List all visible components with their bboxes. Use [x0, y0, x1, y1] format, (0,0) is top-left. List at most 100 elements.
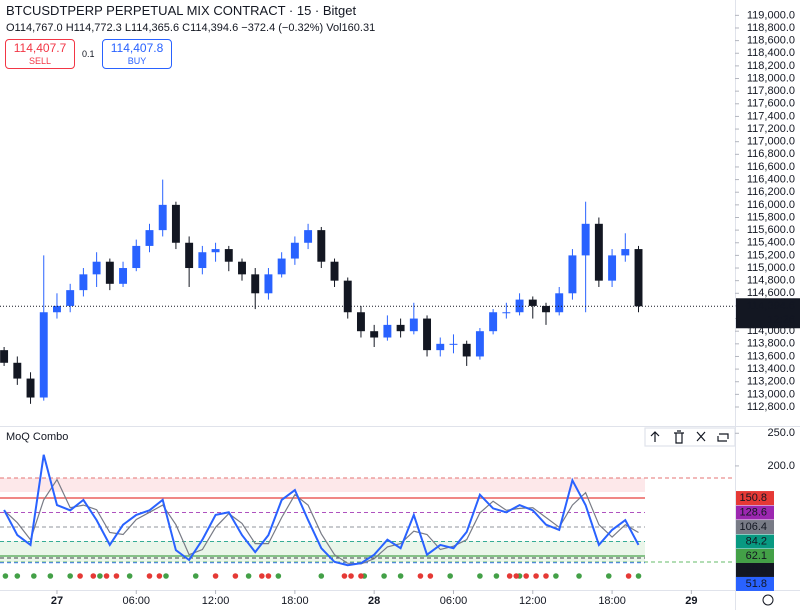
x-tick-label: 12:00 — [519, 595, 547, 607]
overbought-zone — [0, 478, 645, 492]
sell-signal — [348, 573, 354, 579]
y-tick-label: 119,000.0 — [747, 9, 795, 21]
candle-body — [39, 312, 48, 398]
candle-body — [383, 324, 392, 338]
candle-body — [13, 362, 22, 379]
buy-label: BUY — [127, 56, 147, 66]
sell-signal — [358, 573, 364, 579]
candle-body — [568, 255, 577, 294]
sell-signal — [625, 573, 632, 579]
y-tick-label: 117,600.0 — [747, 98, 795, 110]
candle-body — [423, 318, 432, 351]
sell-signal — [417, 573, 424, 579]
candle-body — [238, 261, 246, 275]
x-tick-label: 18:00 — [598, 595, 626, 607]
candle-body — [0, 350, 9, 363]
candle-body — [224, 249, 233, 262]
candle-body — [145, 230, 154, 246]
y-tick-label: 113,200.0 — [747, 376, 795, 388]
y-tick-label: 118,800.0 — [747, 22, 795, 34]
sell-signal — [259, 573, 265, 579]
y-tick-label: 114,600.0 — [747, 287, 795, 299]
x-tick-label: 12:00 — [202, 595, 230, 607]
y-tick-label: 113,800.0 — [747, 338, 795, 350]
sell-signal — [212, 573, 219, 579]
candle-body — [370, 331, 379, 338]
level-label: 128.6 — [739, 506, 767, 518]
last-price-box — [736, 298, 800, 329]
candle-body — [489, 312, 498, 332]
sell-signal — [513, 573, 520, 579]
buy-signal — [397, 573, 404, 579]
sell-button[interactable]: 114,407.7 SELL — [5, 39, 75, 69]
y-tick-label: 116,800.0 — [747, 148, 795, 160]
sell-signal — [77, 573, 83, 579]
candle-body — [621, 249, 630, 256]
buy-signal — [318, 573, 325, 579]
y-tick-label: 116,000.0 — [747, 199, 795, 211]
ohlc-readout: O114,767.0 H114,772.3 L114,365.6 C114,39… — [6, 22, 376, 34]
buy-signal — [553, 573, 559, 579]
candle-body — [449, 343, 458, 345]
y-tick-label: 250.0 — [767, 427, 795, 439]
level-box — [736, 534, 774, 549]
candle-body — [475, 331, 484, 357]
buy-price: 114,407.8 — [110, 41, 164, 55]
buy-signal — [14, 573, 21, 579]
buy-signal — [635, 573, 642, 579]
candle-body — [251, 274, 260, 294]
level-label: 51.8 — [746, 578, 767, 590]
indicator-title: MoQ Combo — [6, 431, 68, 443]
candle-body — [66, 290, 75, 306]
buy-signal — [275, 573, 282, 579]
buy-signal — [2, 573, 9, 579]
candle-body — [79, 274, 88, 291]
candle-body — [502, 312, 511, 314]
maximize-button[interactable] — [696, 431, 706, 442]
buy-signal — [477, 573, 483, 579]
candle-body — [634, 249, 643, 307]
buy-signal — [605, 573, 612, 579]
sell-signal — [543, 573, 549, 579]
candle-body — [132, 245, 141, 269]
level-label: 59.0 — [746, 564, 767, 576]
sell-price: 114,407.7 — [13, 41, 67, 55]
candle-body — [317, 230, 326, 262]
candle-body — [211, 249, 220, 253]
y-tick-label: 117,400.0 — [747, 110, 795, 122]
y-tick-label: 117,000.0 — [747, 136, 795, 148]
candle-body — [304, 230, 313, 243]
buy-signal — [576, 573, 582, 579]
x-tick-label: 18:00 — [281, 595, 309, 607]
candle-body — [198, 252, 207, 269]
sell-signal — [533, 573, 539, 579]
indicator-toolbar — [644, 427, 736, 447]
candle-body — [171, 204, 180, 243]
buy-signal — [47, 573, 54, 579]
candle-body — [462, 343, 471, 357]
sell-signal — [523, 573, 529, 579]
y-tick-label: 116,400.0 — [747, 173, 795, 185]
candle-body — [528, 299, 537, 306]
buy-signal — [192, 573, 199, 579]
buy-signal — [97, 573, 103, 579]
candle-body — [581, 223, 590, 256]
candle-body — [542, 305, 550, 313]
candle-body — [185, 242, 194, 269]
move-up-button[interactable] — [650, 431, 660, 442]
level-box — [736, 491, 774, 506]
sell-signal — [427, 573, 434, 579]
x-tick-label: 06:00 — [440, 595, 468, 607]
candle-body — [594, 223, 603, 281]
settings-icon[interactable] — [762, 594, 774, 606]
y-tick-label: 115,400.0 — [747, 237, 795, 249]
delete-button[interactable] — [674, 430, 684, 444]
buy-button[interactable]: 114,407.8 BUY — [102, 39, 172, 69]
sell-label: SELL — [28, 56, 52, 66]
y-tick-label: 112,800.0 — [747, 401, 795, 413]
settings-button[interactable] — [717, 433, 729, 442]
sell-signal — [232, 573, 239, 579]
